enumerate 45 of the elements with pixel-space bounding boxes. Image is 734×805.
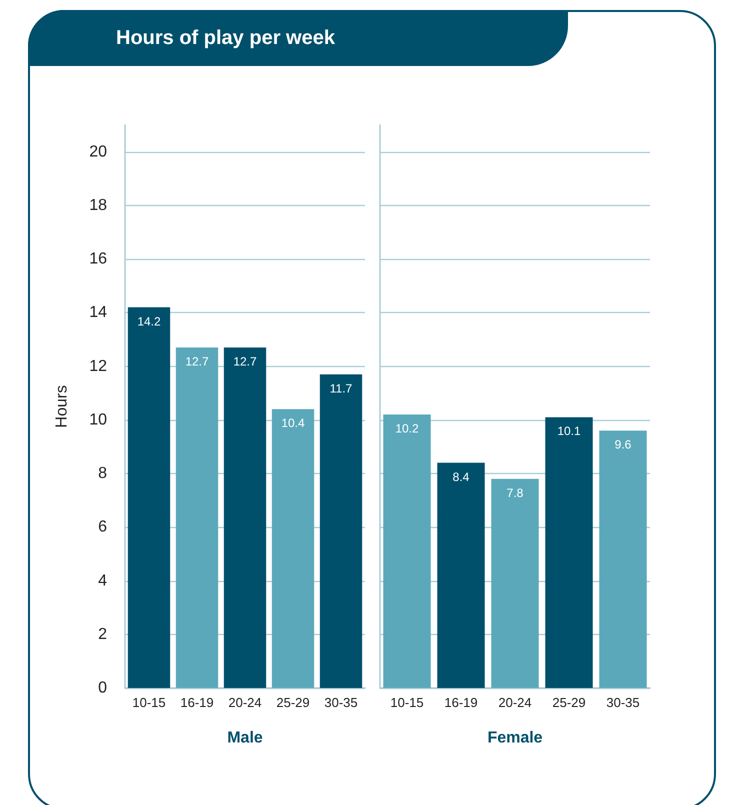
data-label: 12.7 (185, 354, 209, 369)
y-tick-label: 16 (89, 250, 108, 268)
x-tick-label: 10-15 (390, 695, 424, 710)
x-tick-label: 20-24 (228, 695, 262, 710)
y-tick-label: 10 (89, 411, 108, 428)
bar (383, 414, 431, 688)
y-tick-label: 4 (98, 572, 108, 590)
y-axis-title: Hours (54, 385, 70, 428)
bar (320, 374, 362, 688)
data-label: 7.8 (506, 486, 524, 500)
x-tick-label: 16-19 (444, 695, 478, 710)
bar (128, 307, 170, 688)
y-tick-label: 20 (89, 143, 108, 160)
data-label: 9.6 (614, 438, 632, 452)
x-tick-label: 30-35 (324, 695, 358, 710)
bar (176, 348, 218, 688)
x-axis-title: Male (227, 730, 263, 746)
data-label: 8.4 (452, 470, 470, 484)
x-tick-label: 10-15 (132, 695, 166, 710)
x-tick-label: 25-29 (552, 695, 586, 710)
data-label: 10.4 (281, 416, 305, 430)
y-tick-label: 12 (89, 358, 108, 375)
y-tick-label: 8 (98, 465, 108, 482)
y-tick-label: 14 (89, 304, 108, 322)
y-tick-label: 2 (98, 626, 108, 643)
bar (437, 462, 485, 688)
data-label: 14.2 (137, 314, 161, 328)
bar (599, 430, 647, 688)
data-label: 12.7 (233, 354, 257, 369)
x-tick-label: 25-29 (276, 695, 310, 710)
bar (545, 417, 593, 688)
x-tick-label: 20-24 (498, 695, 532, 710)
x-tick-label: 16-19 (180, 695, 214, 710)
data-label: 10.1 (557, 424, 581, 438)
y-tick-label: 18 (89, 196, 108, 214)
data-label: 11.7 (330, 381, 353, 396)
y-tick-label: 0 (98, 680, 108, 696)
bar (491, 478, 539, 688)
bar (224, 348, 266, 688)
x-axis-title: Female (487, 730, 543, 746)
chart-title: Hours of play per week (28, 10, 568, 66)
data-label: 10.2 (395, 422, 419, 436)
x-tick-label: 30-35 (606, 695, 640, 710)
bar (272, 409, 314, 688)
y-tick-label: 6 (98, 518, 108, 536)
